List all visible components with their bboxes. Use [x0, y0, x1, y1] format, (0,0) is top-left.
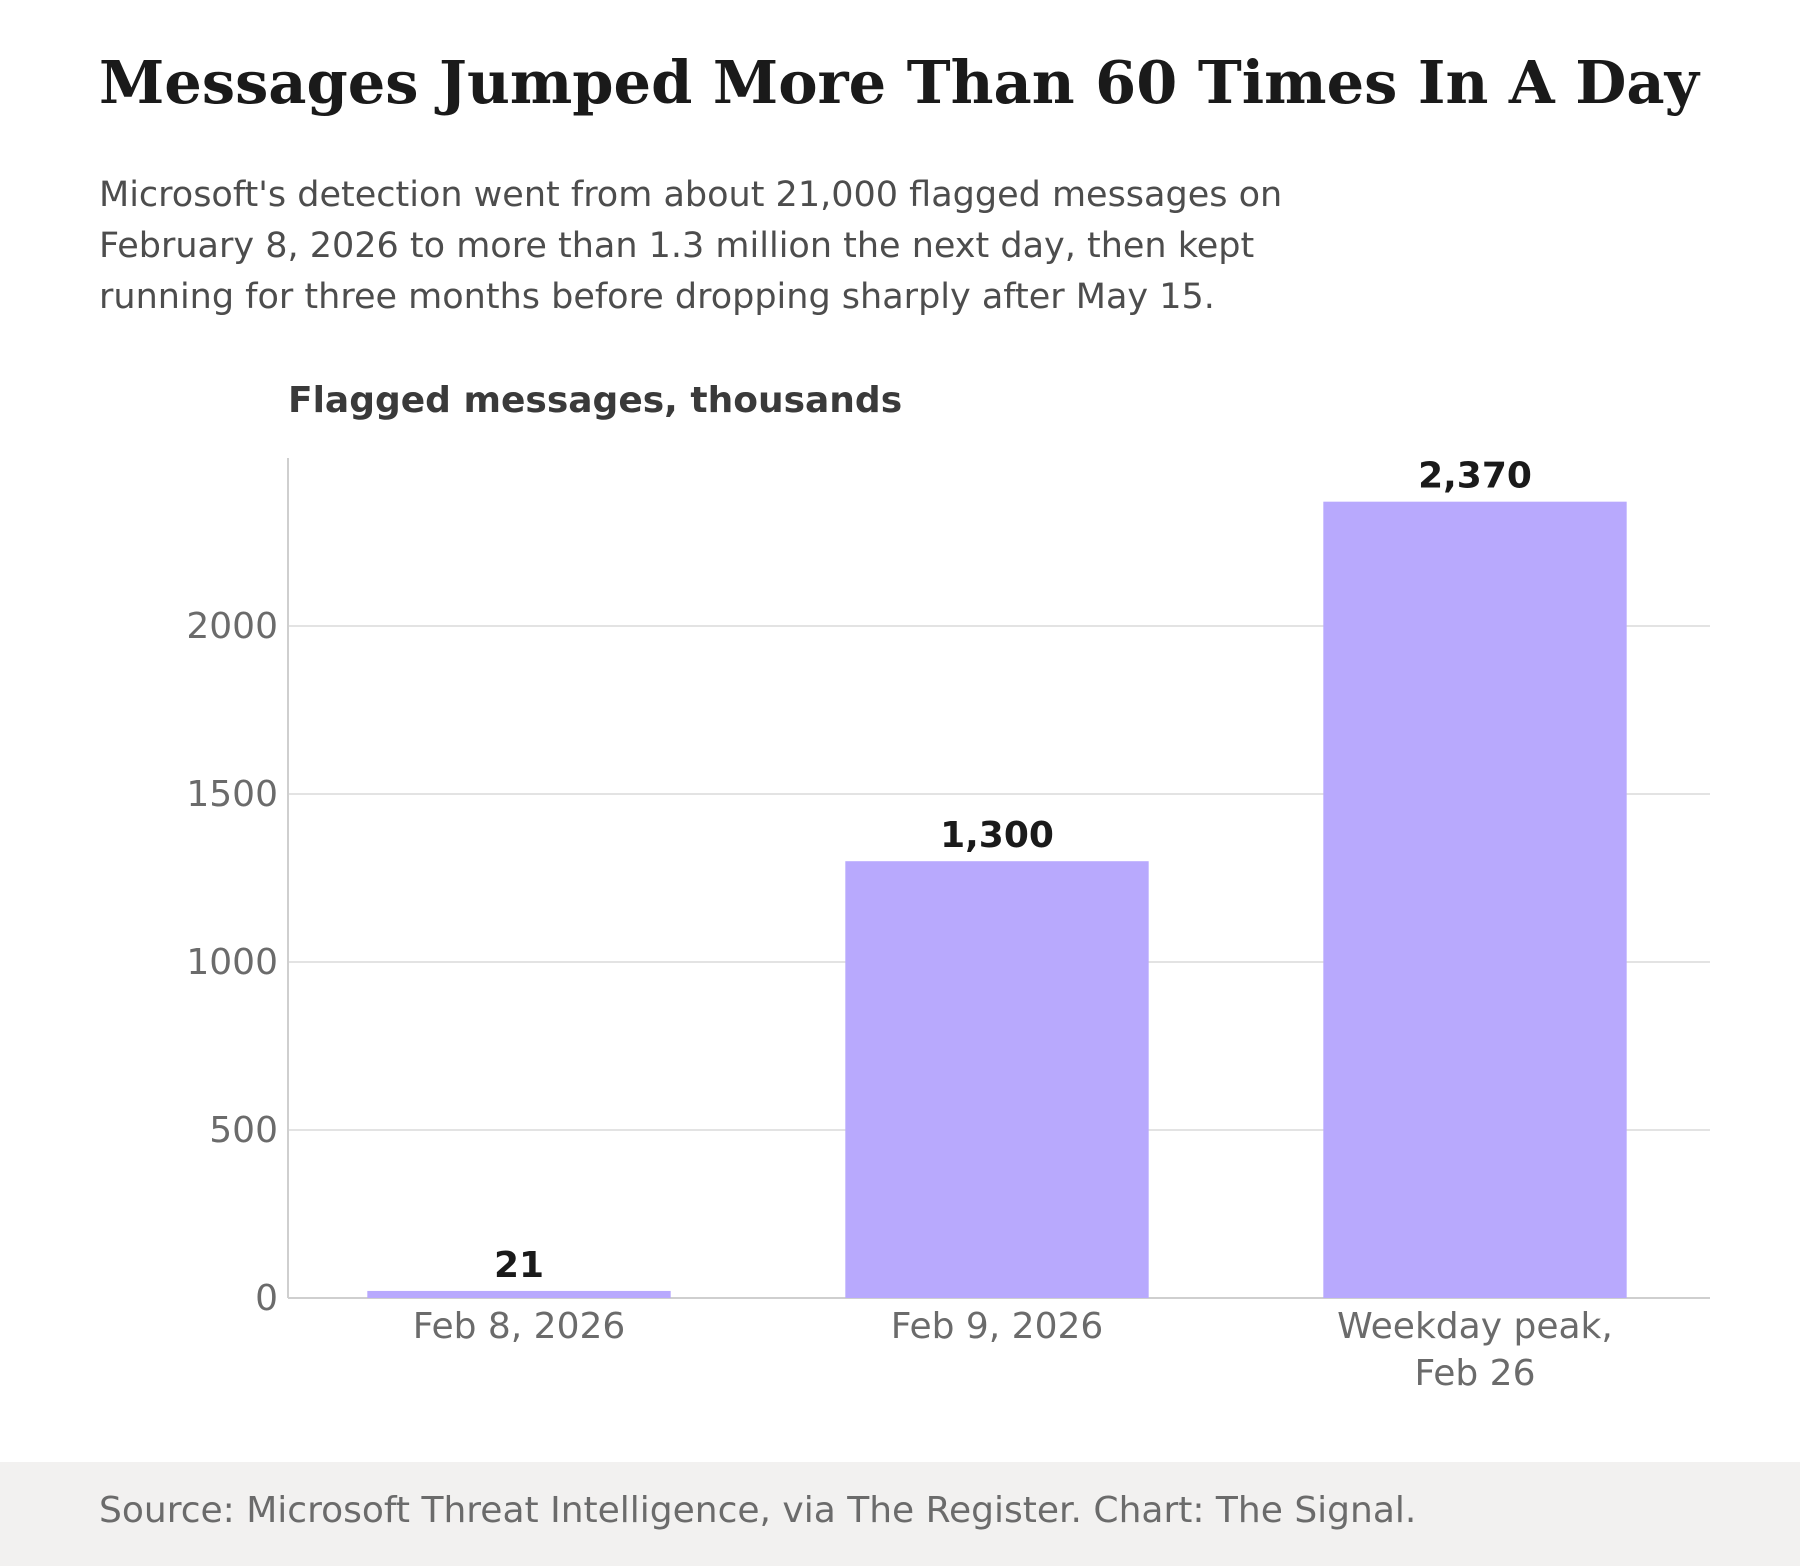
data-label: 1,300 — [940, 815, 1054, 856]
bar — [845, 861, 1149, 1298]
x-tick-label: Feb 8, 2026 — [413, 1306, 626, 1347]
y-tick-label: 2000 — [186, 606, 278, 647]
y-tick-label: 1000 — [186, 942, 278, 983]
x-tick-label-line: Weekday peak, — [1337, 1306, 1613, 1347]
x-tick-label-line: Feb 26 — [1415, 1353, 1536, 1394]
data-label: 2,370 — [1418, 456, 1532, 497]
x-tick-label-line: Feb 9, 2026 — [891, 1306, 1104, 1347]
y-tick-label: 1500 — [186, 774, 278, 815]
chart-subtitle: Microsoft's detection went from about 21… — [99, 175, 1283, 317]
y-tick-label: 0 — [255, 1278, 278, 1319]
footer: Source: Microsoft Threat Intelligence, v… — [0, 1462, 1800, 1566]
x-tick-label-line: Feb 8, 2026 — [413, 1306, 626, 1347]
y-axis-title: Flagged messages, thousands — [288, 380, 902, 421]
x-tick-label: Weekday peak, Feb 26 — [1337, 1306, 1613, 1394]
source-note: Source: Microsoft Threat Intelligence, v… — [99, 1490, 1417, 1531]
y-tick-label: 500 — [209, 1110, 278, 1151]
x-tick-label: Feb 9, 2026 — [891, 1306, 1104, 1347]
bar — [1323, 501, 1627, 1298]
data-label: 21 — [494, 1245, 544, 1286]
bar — [367, 1290, 671, 1298]
bar-chart: Flagged messages, thousands 0 500 1000 1500… — [186, 380, 1710, 1394]
chart-title: Messages Jumped More Than 60 Times In A … — [99, 48, 1699, 117]
